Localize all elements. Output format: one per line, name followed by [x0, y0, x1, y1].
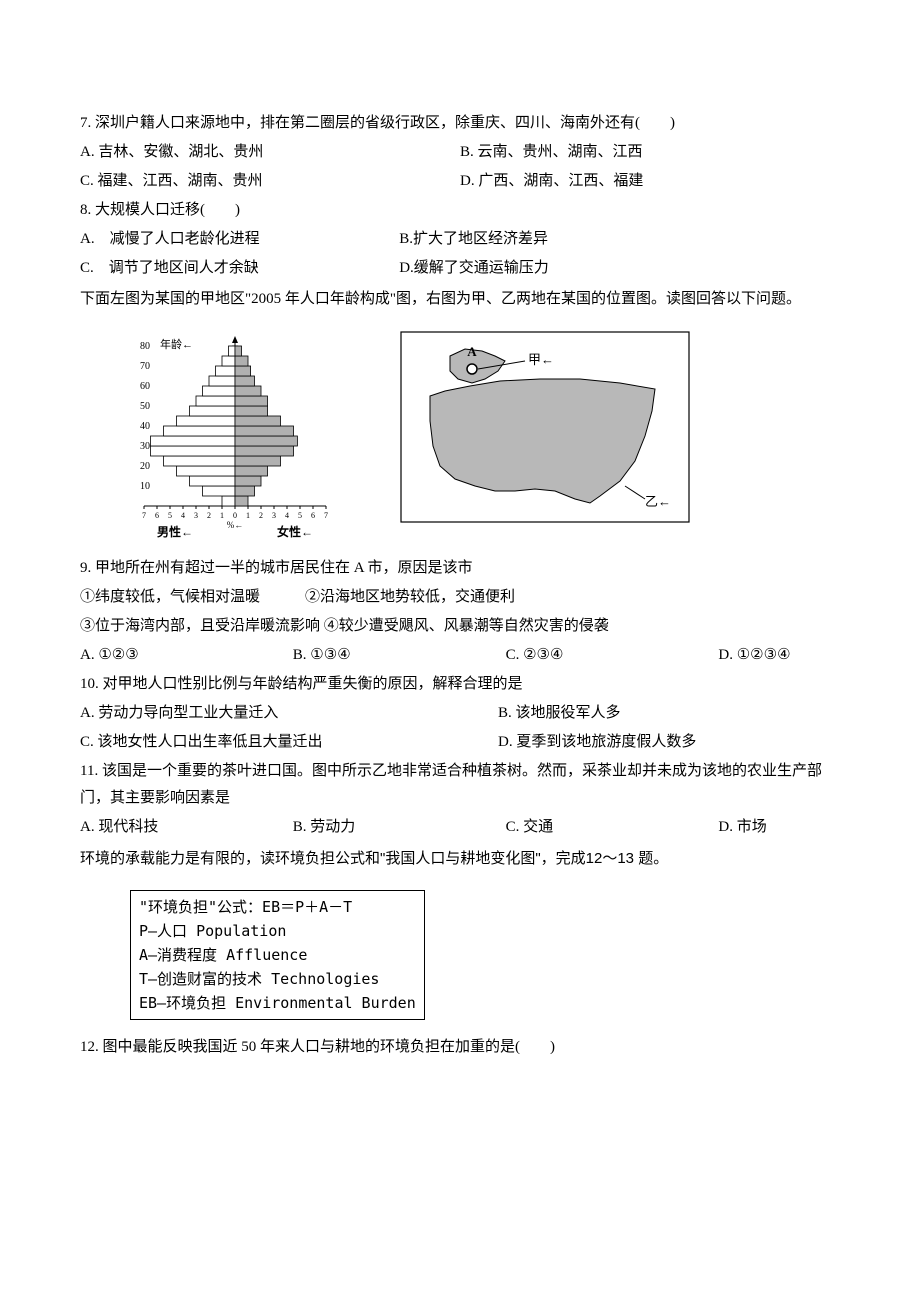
- intro-text-2: 环境的承载能力是有限的，读环境负担公式和"我国人口与耕地变化图"，完成12～13…: [80, 845, 840, 872]
- question-8-options-row1: A. 减慢了人口老龄化进程 B.扩大了地区经济差异: [80, 226, 840, 253]
- svg-text:3: 3: [272, 511, 276, 520]
- formula-line-3: A—消费程度 Affluence: [139, 943, 416, 967]
- q8-option-d: D.缓解了交通运输压力: [399, 255, 549, 282]
- formula-box: "环境负担"公式：EB＝P＋A－T P—人口 Population A—消费程度…: [130, 890, 425, 1020]
- q8-option-c: C. 调节了地区间人才余缺: [80, 255, 399, 282]
- q11-option-c: C. 交通: [506, 814, 719, 841]
- svg-text:A: A: [467, 344, 477, 359]
- question-7-options-row2: C. 福建、江西、湖南、贵州 D. 广西、湖南、江西、福建: [80, 168, 840, 195]
- svg-text:男性←: 男性←: [157, 524, 193, 539]
- q8-option-a: A. 减慢了人口老龄化进程: [80, 226, 399, 253]
- svg-text:5: 5: [298, 511, 302, 520]
- population-pyramid-chart: 1020304050607080年龄←765432101234567%←男性←女…: [80, 331, 370, 541]
- svg-text:4: 4: [285, 511, 289, 520]
- svg-text:40: 40: [140, 421, 150, 432]
- svg-text:10: 10: [140, 481, 150, 492]
- q7-option-b: B. 云南、贵州、湖南、江西: [460, 139, 840, 166]
- svg-text:4: 4: [181, 511, 185, 520]
- svg-text:2: 2: [207, 511, 211, 520]
- svg-text:乙←: 乙←: [645, 494, 671, 509]
- q7-option-c: C. 福建、江西、湖南、贵州: [80, 168, 460, 195]
- svg-text:女性←: 女性←: [277, 524, 313, 539]
- q9-option-c: C. ②③④: [506, 642, 719, 669]
- q8-option-b: B.扩大了地区经济差异: [399, 226, 548, 253]
- question-10-text: 10. 对甲地人口性别比例与年龄结构严重失衡的原因，解释合理的是: [80, 671, 840, 698]
- q10-option-c: C. 该地女性人口出生率低且大量迁出: [80, 729, 498, 756]
- svg-text:3: 3: [194, 511, 198, 520]
- svg-text:60: 60: [140, 381, 150, 392]
- formula-line-2: P—人口 Population: [139, 919, 416, 943]
- question-7-text: 7. 深圳户籍人口来源地中，排在第二圈层的省级行政区，除重庆、四川、海南外还有(…: [80, 110, 840, 137]
- svg-text:70: 70: [140, 361, 150, 372]
- svg-text:50: 50: [140, 401, 150, 412]
- q10-option-d: D. 夏季到该地旅游度假人数多: [498, 729, 696, 756]
- question-9-text: 9. 甲地所在州有超过一半的城市居民住在 A 市，原因是该市: [80, 555, 840, 582]
- svg-text:1: 1: [246, 511, 250, 520]
- svg-text:甲←: 甲←: [528, 352, 554, 367]
- svg-text:2: 2: [259, 511, 263, 520]
- figure-row: 1020304050607080年龄←765432101234567%←男性←女…: [80, 331, 840, 541]
- q9-option-a: A. ①②③: [80, 642, 293, 669]
- q9-option-b: B. ①③④: [293, 642, 506, 669]
- q11-option-a: A. 现代科技: [80, 814, 293, 841]
- q9-statement-12: ①纬度较低，气候相对温暖 ②沿海地区地势较低，交通便利: [80, 584, 840, 611]
- q7-option-d: D. 广西、湖南、江西、福建: [460, 168, 840, 195]
- svg-text:年龄←: 年龄←: [160, 337, 193, 351]
- formula-line-5: EB—环境负担 Environmental Burden: [139, 991, 416, 1015]
- question-10-options-row2: C. 该地女性人口出生率低且大量迁出 D. 夏季到该地旅游度假人数多: [80, 729, 840, 756]
- question-9-options: A. ①②③ B. ①③④ C. ②③④ D. ①②③④: [80, 642, 840, 669]
- svg-text:6: 6: [311, 511, 315, 520]
- question-11-options: A. 现代科技 B. 劳动力 C. 交通 D. 市场: [80, 814, 840, 841]
- svg-text:7: 7: [142, 511, 146, 520]
- q11-option-d: D. 市场: [718, 814, 840, 841]
- usa-map-chart: A 甲← 乙←: [400, 331, 690, 541]
- q10-option-a: A. 劳动力导向型工业大量迁入: [80, 700, 498, 727]
- question-7-options-row1: A. 吉林、安徽、湖北、贵州 B. 云南、贵州、湖南、江西: [80, 139, 840, 166]
- question-8-options-row2: C. 调节了地区间人才余缺 D.缓解了交通运输压力: [80, 255, 840, 282]
- q10-option-b: B. 该地服役军人多: [498, 700, 621, 727]
- svg-text:1: 1: [220, 511, 224, 520]
- question-10-options-row1: A. 劳动力导向型工业大量迁入 B. 该地服役军人多: [80, 700, 840, 727]
- q7-option-a: A. 吉林、安徽、湖北、贵州: [80, 139, 460, 166]
- svg-text:6: 6: [155, 511, 159, 520]
- formula-line-4: T—创造财富的技术 Technologies: [139, 967, 416, 991]
- question-12-text: 12. 图中最能反映我国近 50 年来人口与耕地的环境负担在加重的是( ): [80, 1034, 840, 1061]
- q9-statement-34: ③位于海湾内部，且受沿岸暖流影响 ④较少遭受飓风、风暴潮等自然灾害的侵袭: [80, 613, 840, 640]
- svg-text:80: 80: [140, 341, 150, 352]
- formula-line-1: "环境负担"公式：EB＝P＋A－T: [139, 895, 416, 919]
- intro-text-1: 下面左图为某国的甲地区"2005 年人口年龄构成"图，右图为甲、乙两地在某国的位…: [80, 286, 840, 313]
- q11-option-b: B. 劳动力: [293, 814, 506, 841]
- q9-option-d: D. ①②③④: [718, 642, 840, 669]
- svg-text:20: 20: [140, 461, 150, 472]
- question-8-text: 8. 大规模人口迁移( ): [80, 197, 840, 224]
- svg-text:0: 0: [233, 511, 237, 520]
- svg-text:%←: %←: [227, 520, 244, 530]
- question-11-text: 11. 该国是一个重要的茶叶进口国。图中所示乙地非常适合种植茶树。然而，采茶业却…: [80, 758, 840, 812]
- svg-text:30: 30: [140, 441, 150, 452]
- svg-text:5: 5: [168, 511, 172, 520]
- svg-text:7: 7: [324, 511, 328, 520]
